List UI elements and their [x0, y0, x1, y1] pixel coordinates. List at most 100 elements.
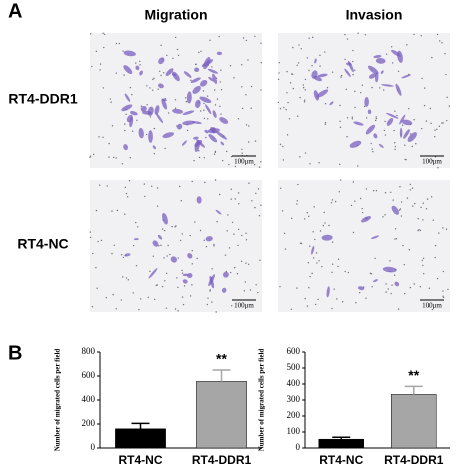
stained-cell — [152, 240, 159, 247]
pore — [339, 120, 341, 123]
pore — [344, 270, 346, 273]
pore — [282, 145, 284, 148]
pore — [288, 118, 291, 120]
pore — [125, 277, 128, 279]
pore — [115, 308, 117, 310]
stained-cell — [186, 91, 192, 104]
pore — [297, 62, 300, 64]
pore — [430, 122, 432, 125]
pore — [247, 141, 250, 143]
pore — [122, 50, 124, 52]
pore — [371, 86, 373, 89]
pore — [309, 163, 311, 165]
pore — [339, 104, 341, 107]
y-tick-label: 0 — [91, 442, 96, 452]
pore — [312, 257, 315, 259]
pore — [156, 205, 159, 207]
pore — [260, 204, 262, 206]
pore — [448, 105, 450, 107]
pore — [339, 126, 342, 129]
pore — [428, 306, 430, 308]
pore — [240, 260, 243, 262]
y-tick-label: 300 — [287, 394, 301, 404]
stained-cell — [367, 65, 379, 75]
pore — [95, 209, 98, 212]
pore — [337, 265, 339, 268]
pore — [306, 212, 308, 214]
pore — [131, 93, 133, 96]
pore — [303, 218, 306, 220]
pore — [121, 163, 124, 165]
pore — [202, 90, 205, 92]
stained-cell — [353, 121, 364, 126]
pore — [160, 244, 162, 247]
pore — [181, 269, 183, 272]
stained-cell — [165, 68, 174, 76]
pore — [354, 200, 356, 202]
pore — [191, 249, 193, 252]
pore — [351, 118, 354, 120]
pore — [338, 191, 341, 193]
pore — [399, 208, 402, 210]
pore — [372, 190, 375, 192]
pore — [116, 209, 119, 212]
micrograph — [278, 180, 450, 312]
significance: ** — [216, 351, 227, 367]
pore — [260, 62, 263, 64]
stained-cell — [386, 112, 399, 119]
pore — [245, 94, 247, 96]
pore — [233, 266, 236, 269]
pore — [354, 106, 356, 109]
pore — [277, 101, 280, 104]
stained-cell — [182, 110, 195, 116]
stained-cell — [162, 212, 168, 225]
pore — [204, 181, 206, 184]
pore — [258, 214, 261, 217]
pore — [371, 148, 373, 150]
pore — [359, 197, 362, 200]
pore — [314, 238, 316, 241]
pore — [319, 230, 322, 232]
stained-cell — [326, 286, 330, 298]
pore — [296, 287, 298, 289]
pore — [311, 64, 313, 67]
scale-bar-label: 100μm — [422, 158, 442, 166]
pore — [123, 74, 125, 76]
pore — [429, 107, 432, 110]
pore — [279, 107, 282, 110]
pore — [112, 293, 114, 296]
pore — [139, 60, 141, 63]
pore — [446, 96, 448, 99]
pore — [442, 227, 444, 229]
pore — [341, 301, 344, 303]
pore — [317, 298, 319, 301]
pore — [203, 157, 205, 159]
pore — [414, 202, 416, 205]
pore — [290, 308, 293, 310]
pore — [191, 284, 193, 286]
stained-cell — [367, 109, 372, 115]
scale-bar-label: 100μm — [234, 302, 254, 310]
pore — [230, 198, 232, 200]
stained-cell — [368, 73, 377, 79]
stained-cell — [190, 77, 201, 83]
pore — [206, 95, 209, 97]
stained-cell — [124, 93, 131, 102]
pore — [409, 183, 412, 186]
pore — [372, 150, 374, 153]
stained-cell — [208, 274, 215, 287]
pore — [203, 117, 206, 120]
pore — [420, 35, 422, 37]
pore — [409, 189, 411, 191]
pore — [158, 245, 160, 247]
pore — [140, 105, 143, 107]
pore — [132, 244, 135, 247]
pore — [431, 56, 433, 59]
pore — [420, 206, 422, 209]
pore — [438, 232, 440, 234]
stained-cell — [194, 67, 200, 73]
pore — [145, 133, 148, 136]
pore — [198, 51, 200, 54]
pore — [160, 44, 162, 47]
pore — [144, 195, 146, 198]
